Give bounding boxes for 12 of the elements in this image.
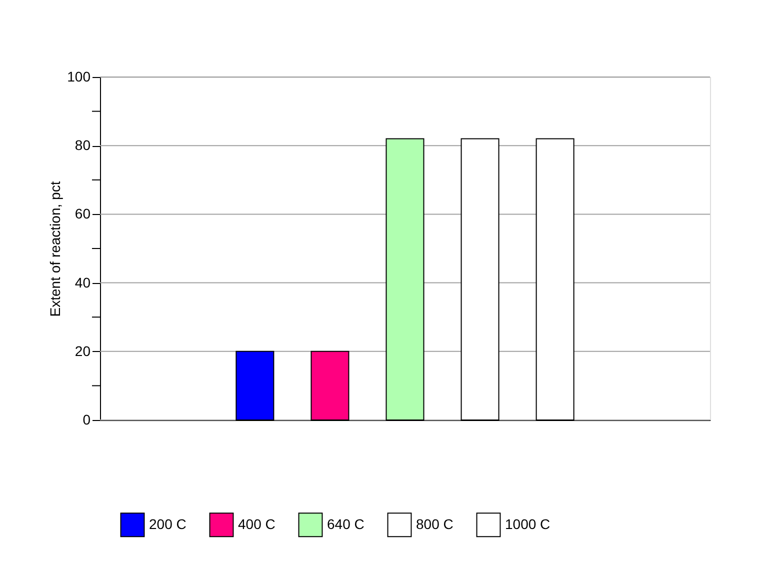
legend-label: 640 C [327,516,364,532]
legend-label: 1000 C [505,516,550,532]
legend-label: 800 C [416,516,454,532]
y-tick-label: 80 [74,137,91,154]
y-tick-label: 100 [67,68,91,84]
legend-label: 400 C [238,516,276,532]
y-tick-label: 0 [82,412,91,428]
y-tick-label: 60 [74,206,91,222]
legend-label: 200 C [149,516,186,532]
y-tick-label: 20 [74,342,91,359]
y-tick-label: 40 [74,274,91,290]
y-axis-title: Extent of reaction, pct [47,181,64,317]
